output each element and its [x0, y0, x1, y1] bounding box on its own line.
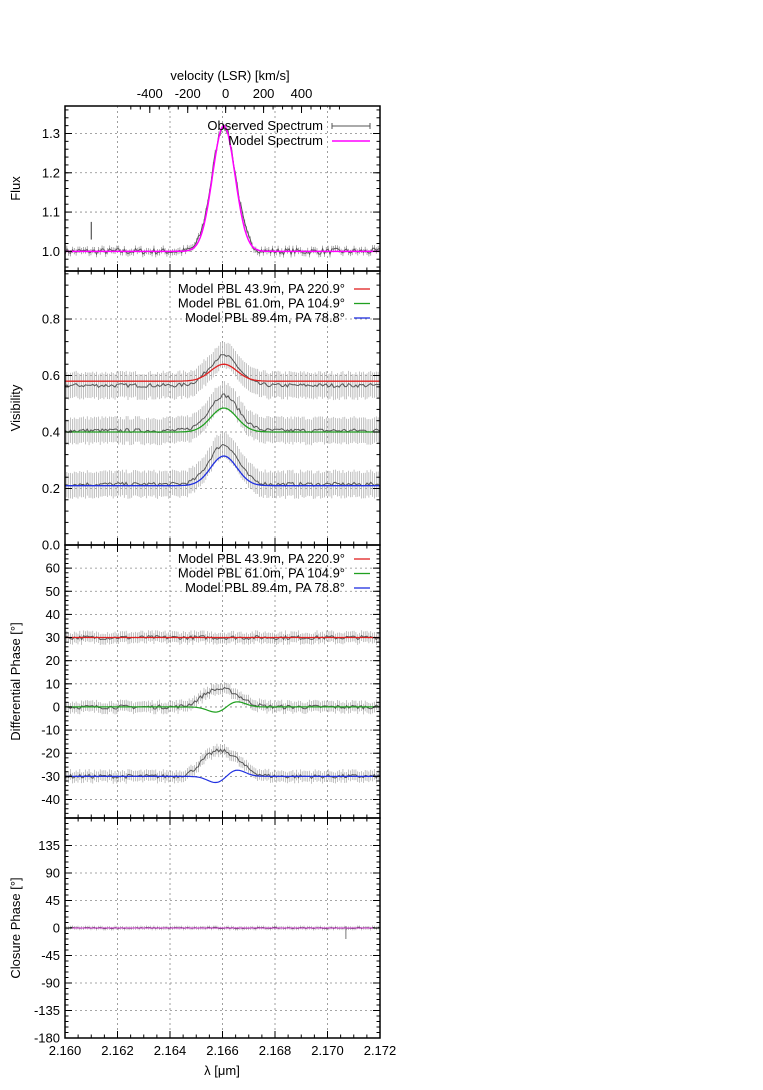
phase-legend-label: Model PBL 43.9m, PA 220.9° [178, 551, 345, 566]
visibility-observed-line [64, 443, 381, 488]
y-axis-label: Flux [8, 176, 23, 201]
x-tick-label: 2.166 [206, 1043, 239, 1058]
data-layer [64, 123, 381, 939]
wavelength-axis-label: λ [μm] [204, 1063, 240, 1078]
visibility-legend-label: Model PBL 61.0m, PA 104.9° [178, 296, 345, 311]
y-tick-label: -30 [41, 769, 60, 784]
y-tick-label: 0 [53, 699, 60, 714]
visibility-model-line [65, 455, 380, 487]
velocity-tick-label: -400 [137, 86, 163, 101]
y-tick-label: 1.2 [42, 165, 60, 180]
y-tick-label: 0.6 [42, 368, 60, 383]
y-tick-label: 90 [46, 866, 60, 881]
velocity-tick-label: 400 [291, 86, 313, 101]
y-tick-label: -45 [41, 948, 60, 963]
velocity-tick-label: 0 [222, 86, 229, 101]
visibility-legend-label: Model PBL 43.9m, PA 220.9° [178, 281, 345, 296]
y-tick-label: 50 [46, 584, 60, 599]
y-tick-label: 45 [46, 893, 60, 908]
visibility-observed-line [64, 354, 381, 389]
visibility-model-line [65, 407, 380, 433]
y-tick-label: -10 [41, 723, 60, 738]
y-tick-label: 1.3 [42, 126, 60, 141]
y-tick-label: -20 [41, 746, 60, 761]
x-tick-label: 2.170 [311, 1043, 344, 1058]
visibility-legend-label: Model PBL 89.4m, PA 78.8° [185, 310, 345, 325]
y-tick-label: -135 [34, 1003, 60, 1018]
y-tick-label: 0.0 [42, 538, 60, 553]
y-tick-label: 135 [38, 838, 60, 853]
phase-model-line [65, 701, 380, 713]
model-spectrum-line [65, 124, 380, 253]
y-tick-label: 20 [46, 653, 60, 668]
x-tick-label: 2.164 [154, 1043, 187, 1058]
text-layer: 1.0 1.1 1.2 1.3 Flux 0.0 0.2 0.4 0.6 0.8 Visibilit… [8, 86, 396, 1058]
legend-model-label: Model Spectrum [228, 133, 323, 148]
phase-model-line [65, 769, 380, 784]
y-tick-label: -90 [41, 976, 60, 991]
phase-legend-label: Model PBL 61.0m, PA 104.9° [178, 566, 345, 581]
y-tick-label: 30 [46, 630, 60, 645]
visibility-observed-line [64, 393, 381, 434]
phase-legend-label: Model PBL 89.4m, PA 78.8° [185, 580, 345, 595]
y-tick-label: 0.8 [42, 312, 60, 327]
frame-layer [64, 105, 381, 1039]
y-tick-label: 0.2 [42, 481, 60, 496]
phase-observed-line [64, 634, 381, 641]
legend-observed-label: Observed Spectrum [207, 118, 323, 133]
y-tick-label: -40 [41, 792, 60, 807]
y-tick-label: 0 [53, 921, 60, 936]
velocity-axis-label: velocity (LSR) [km/s] [170, 68, 289, 83]
x-tick-label: 2.160 [49, 1043, 82, 1058]
y-tick-label: 60 [46, 561, 60, 576]
y-tick-label: 40 [46, 607, 60, 622]
velocity-tick-label: -200 [175, 86, 201, 101]
y-tick-label: 0.4 [42, 425, 60, 440]
x-tick-label: 2.172 [364, 1043, 397, 1058]
x-tick-label: 2.162 [101, 1043, 134, 1058]
velocity-tick-label: 200 [253, 86, 275, 101]
y-tick-label: 10 [46, 676, 60, 691]
visibility-model-line [65, 363, 380, 382]
y-tick-label: -180 [34, 1031, 60, 1046]
phase-observed-line [64, 748, 381, 780]
y-axis-label: Visibility [8, 384, 23, 431]
panel-frame [64, 817, 381, 1039]
y-axis-label: Closure Phase [°] [8, 877, 23, 978]
x-tick-label: 2.168 [259, 1043, 292, 1058]
y-axis-label: Differential Phase [°] [8, 622, 23, 740]
y-tick-label: 1.1 [42, 205, 60, 220]
y-tick-label: 1.0 [42, 244, 60, 259]
